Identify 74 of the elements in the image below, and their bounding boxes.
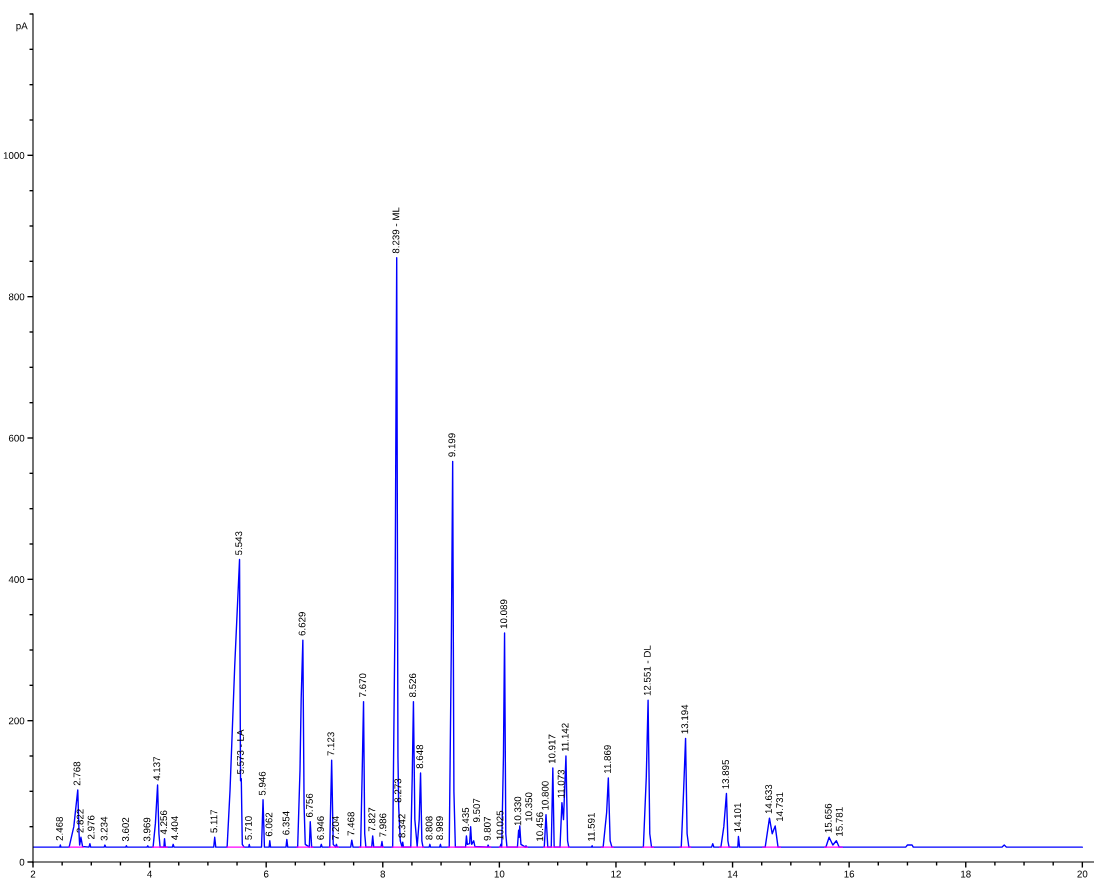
annotation: 10.089 xyxy=(500,599,508,629)
annotation: 2.822 xyxy=(76,809,84,833)
annotation: 2.976 xyxy=(87,815,95,839)
annotation: 10.350 xyxy=(525,792,533,822)
y-tick-label: 0 xyxy=(19,858,25,866)
annotation: 5.946 xyxy=(258,771,266,796)
annotation: 8.526 xyxy=(409,673,417,697)
annotation: 7.827 xyxy=(368,807,376,832)
annotation: 10.800 xyxy=(541,781,549,810)
annotation: 6.629 xyxy=(298,612,306,636)
annotation: 6.946 xyxy=(317,816,324,840)
annotation: 8.342 xyxy=(398,814,406,838)
annotation: 7.670 xyxy=(359,673,367,697)
x-tick-label: 16 xyxy=(844,870,855,878)
annotation: 3.602 xyxy=(122,817,129,842)
annotation: 3.969 xyxy=(143,817,151,842)
x-tick-label: 4 xyxy=(147,870,153,878)
annotation: 11.073 xyxy=(557,769,565,798)
annotation: 8.239 - ML xyxy=(392,207,400,254)
y-tick-label: 600 xyxy=(8,434,25,442)
y-axis-title: pA xyxy=(16,22,28,32)
annotation: 10.330 xyxy=(514,796,522,826)
annotation: 4.256 xyxy=(160,810,168,835)
annotation: 9.435 xyxy=(462,807,470,832)
annotation: 8.648 xyxy=(416,744,424,769)
x-tick-label: 6 xyxy=(263,870,269,878)
annotation: 5.710 xyxy=(245,816,252,840)
annotation: 6.756 xyxy=(305,793,313,818)
x-tick-label: 10 xyxy=(494,870,505,878)
annotation: 7.204 xyxy=(332,816,339,840)
annotation: 2.468 xyxy=(56,816,63,841)
annotation: 3.234 xyxy=(100,816,108,841)
annotation: 2.768 xyxy=(73,761,81,786)
annotation: 4.404 xyxy=(171,816,179,840)
x-tick-label: 20 xyxy=(1077,870,1088,878)
annotation: 11.591 xyxy=(587,813,595,841)
line-series xyxy=(33,257,1084,848)
y-tick-label: 800 xyxy=(8,293,25,301)
annotation: 10.025 xyxy=(496,810,504,840)
annotation: 13.194 xyxy=(681,704,689,734)
annotation: 10.456 xyxy=(536,812,544,841)
annotation: 11.142 xyxy=(561,723,569,752)
annotation: 8.989 xyxy=(436,816,444,840)
y-tick-label: 200 xyxy=(8,717,25,725)
annotation: 9.507 xyxy=(473,798,481,823)
annotation: 5.573 - LA xyxy=(237,729,244,775)
annotation: 8.273 xyxy=(394,778,402,803)
x-tick-label: 2 xyxy=(30,870,36,878)
annotation: 15.656 xyxy=(824,803,832,833)
annotation: 7.468 xyxy=(347,812,355,836)
annotation: 7.986 xyxy=(379,813,387,837)
annotation: 9.807 xyxy=(483,817,491,841)
y-tick-label: 400 xyxy=(8,576,25,583)
annotation: 6.062 xyxy=(265,812,273,837)
x-tick-label: 14 xyxy=(727,870,738,878)
annotation: 8.808 xyxy=(425,816,433,840)
x-tick-label: 18 xyxy=(961,870,971,878)
annotation: 5.543 xyxy=(235,531,243,555)
x-tick-label: 12 xyxy=(611,870,621,878)
annotation: 7.123 xyxy=(327,732,335,756)
annotation: 15.781 xyxy=(835,807,843,836)
annotation: 9.199 xyxy=(448,433,456,457)
annotation: 14.101 xyxy=(734,803,742,832)
annotation: 5.117 xyxy=(210,809,218,833)
annotation: 12.551 - DL xyxy=(643,645,651,696)
annotation: 4.137 xyxy=(153,756,161,781)
annotation: 14.731 xyxy=(776,792,784,822)
annotation: 14.633 xyxy=(765,784,773,814)
annotation: 13.895 xyxy=(722,759,730,789)
annotation: 10.917 xyxy=(548,734,556,764)
annotation: 6.354 xyxy=(282,811,290,835)
x-tick-label: 8 xyxy=(380,870,386,878)
y-tick-label: 1000 xyxy=(3,152,25,159)
annotation: 11.869 xyxy=(604,745,611,773)
